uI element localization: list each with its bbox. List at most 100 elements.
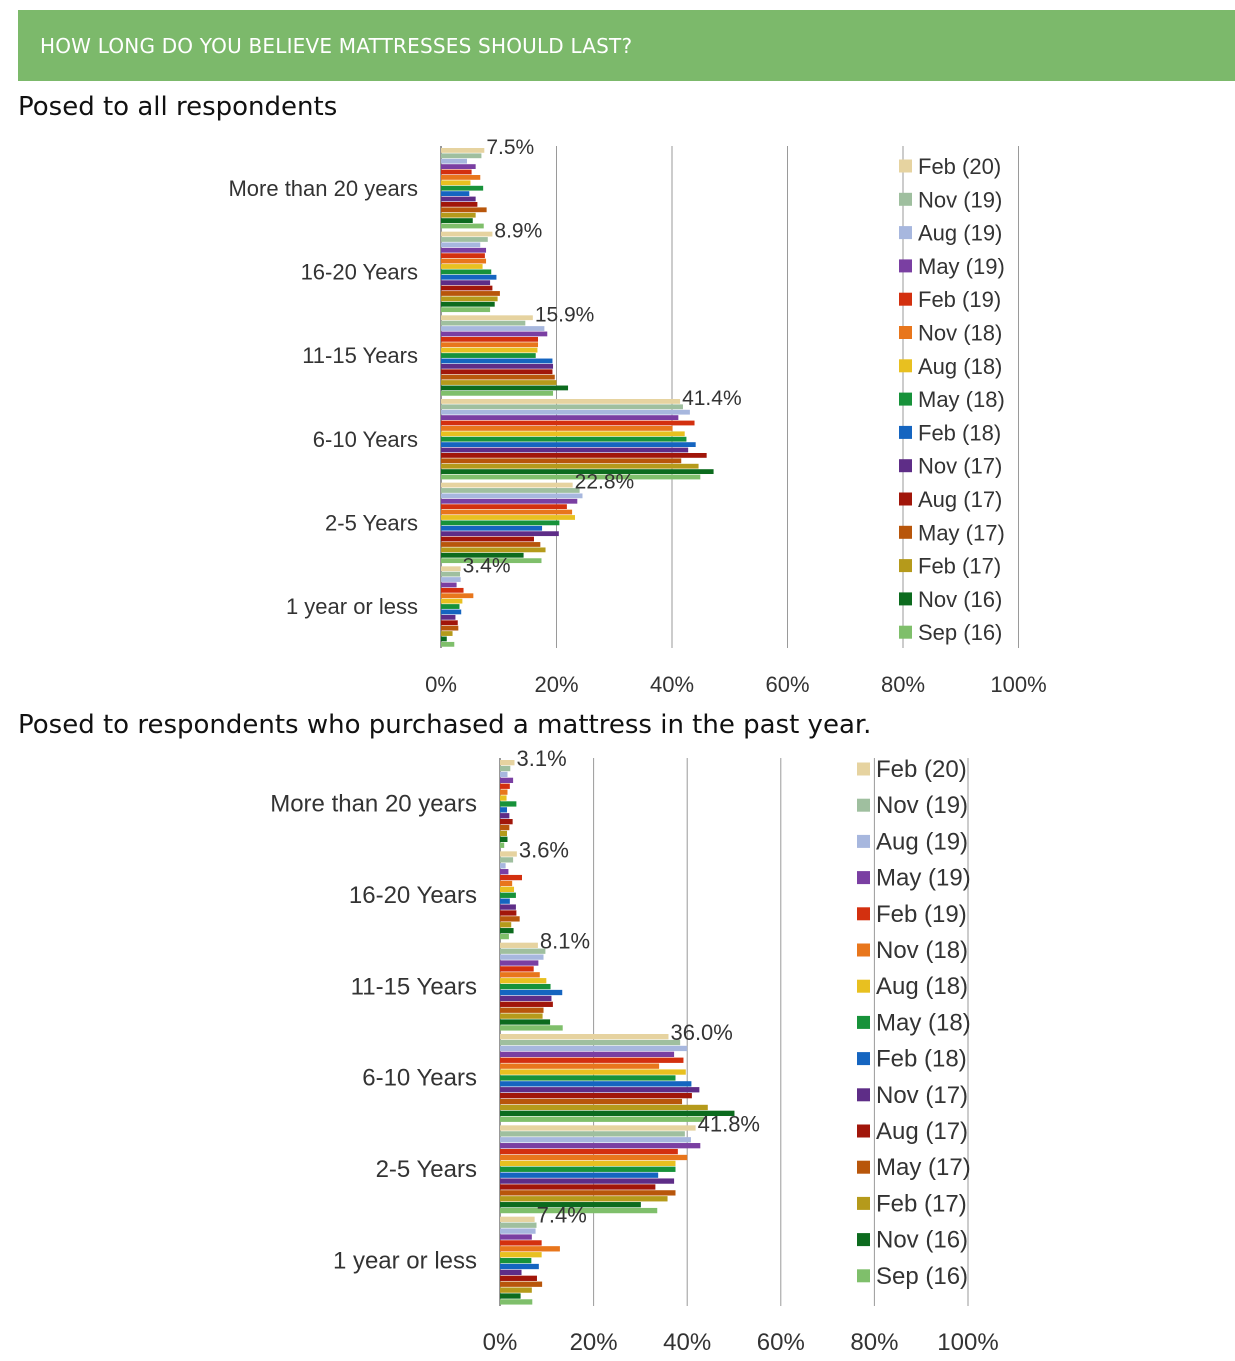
legend-label-sep-16: Sep (16) (876, 1263, 968, 1290)
bar-nov-16-16-20-years (441, 301, 495, 307)
legend-swatch (899, 159, 912, 173)
bar-nov-17-more-than-20-years (500, 813, 510, 819)
bar-aug-18-2-5-years (500, 1160, 676, 1167)
bar-may-19-6-10-years (441, 415, 679, 420)
legend-swatch (899, 292, 912, 306)
bar-nov-18-more-than-20-years (441, 175, 481, 180)
bar-feb-19-16-20-years (500, 874, 522, 881)
legend-swatch (857, 798, 870, 812)
bar-nov-16-16-20-years (500, 928, 514, 934)
legend-swatch (899, 326, 912, 339)
bar-aug-17-16-20-years (441, 285, 493, 291)
category-label-6-10-years: 6-10 Years (362, 1065, 477, 1092)
bar-may-19-more-than-20-years (441, 164, 476, 169)
bar-may-19-1-year-or-less (500, 1234, 532, 1240)
chart-1-subtitle: Posed to all respondents (18, 92, 338, 122)
bar-feb-19-11-15-years (441, 336, 539, 342)
bar-nov-17-6-10-years (500, 1087, 700, 1093)
legend-label-feb-19: Feb (19) (876, 901, 967, 928)
chart-2-subtitle: Posed to respondents who purchased a mat… (18, 710, 872, 740)
bar-nov-19-1-year-or-less (500, 1222, 537, 1228)
bar-aug-19-11-15-years (500, 954, 544, 960)
page-title: HOW LONG DO YOU BELIEVE MATTRESSES SHOUL… (40, 34, 633, 58)
legend-swatch (899, 259, 912, 273)
bar-feb-20-6-10-years (441, 399, 681, 404)
legend-swatch (857, 834, 870, 848)
legend-swatch (857, 762, 870, 776)
bar-aug-17-2-5-years (500, 1184, 656, 1190)
bar-feb-19-11-15-years (500, 966, 534, 972)
legend-swatch (899, 492, 912, 506)
bar-nov-16-more-than-20-years (441, 218, 473, 223)
bar-feb-17-more-than-20-years (441, 212, 476, 218)
legend-label-aug-19: Aug (19) (918, 221, 1002, 246)
bar-nov-16-11-15-years (500, 1019, 551, 1025)
category-label-11-15-years: 11-15 Years (302, 343, 418, 368)
bar-feb-20-2-5-years (441, 482, 573, 488)
bar-nov-17-11-15-years (500, 995, 552, 1002)
bar-feb-18-1-year-or-less (441, 609, 462, 615)
bar-aug-17-1-year-or-less (500, 1275, 537, 1281)
bar-nov-19-6-10-years (441, 404, 683, 410)
bar-may-17-more-than-20-years (441, 207, 487, 213)
bar-feb-20-1-year-or-less (441, 566, 461, 572)
legend-label-feb-19: Feb (19) (918, 287, 1001, 312)
bar-sep-16-2-5-years (441, 558, 542, 564)
bar-may-18-16-20-years (441, 269, 492, 275)
data-label: 8.1% (540, 929, 590, 954)
bar-may-19-more-than-20-years (500, 777, 514, 783)
bar-feb-19-more-than-20-years (500, 783, 510, 789)
bar-nov-19-2-5-years (441, 488, 580, 493)
bar-sep-16-1-year-or-less (441, 641, 455, 647)
legend-label-may-19: May (19) (918, 254, 1005, 279)
bar-sep-16-more-than-20-years (441, 223, 484, 229)
category-label-6-10-years: 6-10 Years (313, 427, 418, 452)
bar-feb-19-more-than-20-years (441, 169, 472, 175)
bar-nov-17-16-20-years (441, 280, 491, 286)
legend-label-nov-16: Nov (16) (876, 1227, 968, 1254)
bar-feb-19-6-10-years (441, 420, 695, 426)
bar-may-17-6-10-years (441, 458, 682, 464)
legend-label-may-18: May (18) (876, 1009, 971, 1036)
bar-aug-19-16-20-years (441, 242, 481, 248)
legend-label-may-17: May (17) (876, 1154, 971, 1181)
bar-feb-17-16-20-years (441, 296, 498, 302)
legend-swatch (899, 459, 912, 473)
legend-swatch (857, 1160, 870, 1174)
legend-label-feb-17: Feb (17) (918, 554, 1001, 579)
bar-sep-16-2-5-years (500, 1207, 658, 1214)
bar-may-19-11-15-years (500, 960, 539, 966)
bar-aug-17-16-20-years (500, 910, 517, 916)
bar-aug-19-11-15-years (441, 326, 545, 331)
bar-feb-19-2-5-years (500, 1148, 678, 1155)
legend-label-aug-19: Aug (19) (876, 828, 968, 855)
bar-nov-16-1-year-or-less (441, 636, 447, 642)
x-tick-label: 20% (570, 1329, 618, 1356)
bar-aug-18-1-year-or-less (500, 1252, 542, 1258)
legend-swatch (857, 1233, 870, 1247)
bar-aug-17-more-than-20-years (441, 202, 478, 207)
data-label: 41.4% (682, 387, 742, 410)
bar-feb-19-2-5-years (441, 504, 567, 510)
bar-may-19-6-10-years (500, 1051, 675, 1057)
legend-label-feb-20: Feb (20) (918, 154, 1001, 179)
bar-aug-17-more-than-20-years (500, 819, 513, 825)
bar-feb-20-more-than-20-years (441, 148, 485, 153)
bar-sep-16-6-10-years (441, 474, 701, 480)
legend-swatch (857, 943, 870, 957)
bar-may-17-11-15-years (441, 374, 555, 380)
x-tick-label: 100% (937, 1329, 998, 1356)
bar-feb-18-1-year-or-less (500, 1263, 539, 1270)
bar-aug-18-1-year-or-less (441, 598, 463, 604)
bar-may-18-6-10-years (441, 436, 687, 442)
legend-swatch (899, 359, 912, 373)
bar-may-17-2-5-years (441, 542, 541, 547)
bar-may-19-1-year-or-less (441, 582, 457, 588)
legend-label-sep-16: Sep (16) (918, 620, 1002, 645)
data-label: 7.4% (537, 1203, 587, 1228)
bar-may-19-2-5-years (500, 1143, 701, 1149)
bar-nov-18-16-20-years (500, 880, 513, 887)
bar-aug-19-1-year-or-less (441, 577, 461, 582)
x-tick-label: 60% (765, 672, 809, 697)
